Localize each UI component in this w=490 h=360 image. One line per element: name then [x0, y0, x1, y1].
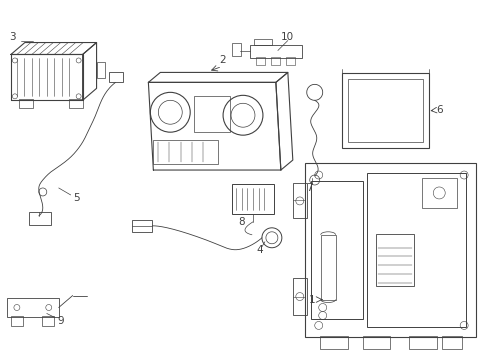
Bar	[311, 181, 363, 319]
Bar	[7, 298, 59, 318]
Bar	[376, 234, 415, 285]
Bar	[153, 140, 218, 164]
Text: 1: 1	[308, 294, 315, 305]
Bar	[108, 72, 123, 82]
Bar	[442, 336, 462, 349]
Bar	[363, 336, 391, 349]
Bar	[319, 336, 347, 349]
Bar	[19, 99, 33, 108]
Bar	[347, 80, 423, 142]
Bar	[97, 62, 104, 78]
Text: 3: 3	[10, 32, 16, 41]
Bar	[194, 96, 230, 132]
Bar	[409, 336, 437, 349]
Bar	[256, 58, 265, 66]
Text: 4: 4	[257, 245, 263, 255]
Bar	[293, 183, 307, 218]
Bar	[254, 39, 272, 45]
Bar	[305, 163, 476, 337]
Text: 5: 5	[74, 193, 80, 203]
Text: 9: 9	[57, 316, 64, 327]
Bar	[132, 220, 152, 232]
Bar	[321, 235, 336, 300]
Text: 2: 2	[219, 55, 225, 66]
Bar	[11, 316, 23, 327]
Text: 8: 8	[239, 217, 245, 227]
Bar	[293, 278, 307, 315]
Bar	[250, 45, 302, 58]
Bar	[342, 73, 429, 148]
Bar	[271, 58, 280, 66]
Bar	[69, 99, 83, 108]
Text: 10: 10	[281, 32, 294, 41]
Bar	[42, 316, 54, 327]
Bar	[422, 178, 457, 208]
Text: 6: 6	[436, 105, 442, 115]
Bar	[232, 42, 241, 57]
Bar	[29, 212, 51, 225]
Bar	[286, 58, 295, 66]
Bar	[367, 173, 466, 328]
Text: 7: 7	[306, 183, 313, 193]
Bar	[232, 184, 274, 214]
